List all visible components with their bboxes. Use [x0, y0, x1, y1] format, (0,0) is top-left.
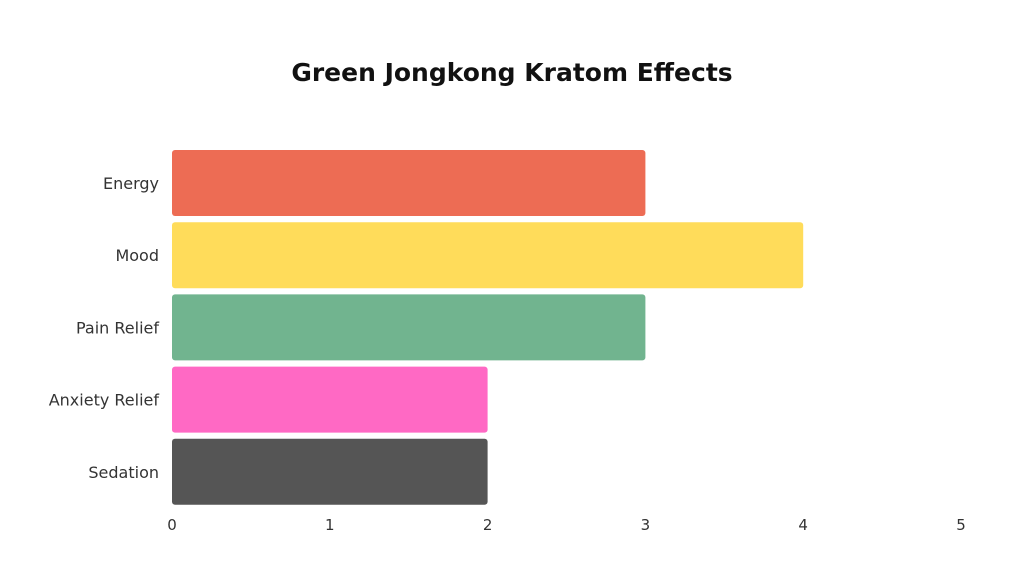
x-tick-label-1: 1	[325, 516, 335, 534]
bar-energy	[172, 150, 646, 216]
bar-anxiety-relief	[172, 366, 488, 433]
category-label-anxiety-relief: Anxiety Relief	[49, 391, 160, 410]
x-tick-label-0: 0	[167, 516, 177, 534]
x-tick-label-5: 5	[956, 516, 966, 534]
x-tick-label-4: 4	[798, 516, 808, 534]
bar-mood	[172, 222, 804, 289]
bars-group	[172, 150, 804, 505]
category-label-sedation: Sedation	[88, 463, 159, 482]
x-tick-label-2: 2	[483, 516, 493, 534]
category-label-pain-relief: Pain Relief	[76, 318, 159, 337]
chart-title: Green Jongkong Kratom Effects	[291, 58, 733, 87]
category-label-mood: Mood	[115, 246, 159, 265]
bar-sedation	[172, 438, 488, 505]
bar-pain-relief	[172, 294, 646, 361]
category-label-energy: Energy	[103, 174, 159, 193]
x-tick-label-3: 3	[641, 516, 651, 534]
category-labels-group: Energy Mood Pain Relief Anxiety Relief Sedat…	[49, 174, 160, 482]
tick-labels-group: 0 1 2 3 4 5	[167, 516, 966, 534]
